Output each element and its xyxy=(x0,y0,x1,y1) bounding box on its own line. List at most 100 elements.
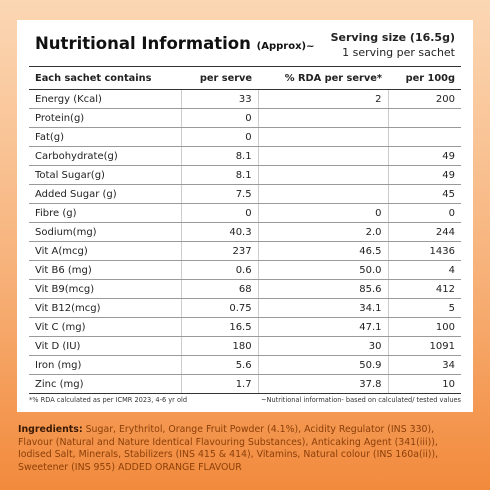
table-cell: Added Sugar (g) xyxy=(29,184,182,204)
table-cell: Vit B12(mcg) xyxy=(29,298,182,318)
approx: (Approx)~ xyxy=(256,41,315,52)
table-row: Fat(g) 0 xyxy=(29,127,461,147)
table-cell: 34.1 xyxy=(257,298,388,318)
table-cell: Vit B6 (mg) xyxy=(29,260,182,280)
table-cell: 10 xyxy=(387,374,461,394)
table-cell: 100 xyxy=(387,317,461,337)
table-cell: 5 xyxy=(387,298,461,318)
table-cell: 0 xyxy=(257,203,388,223)
table-cell: Vit D (IU) xyxy=(29,336,182,356)
table-cell: 47.1 xyxy=(257,317,388,337)
table-cell: 0.75 xyxy=(181,298,259,318)
table-row: Energy (Kcal) 33 2 200 xyxy=(29,89,461,109)
table-cell: 30 xyxy=(257,336,388,356)
table-cell: 68 xyxy=(181,279,259,299)
table-cell: Fat(g) xyxy=(29,127,182,147)
title-text: Nutritional Information xyxy=(35,34,251,53)
table-cell xyxy=(257,184,388,204)
table-cell: 33 xyxy=(181,89,259,109)
table-cell: 49 xyxy=(387,165,461,185)
table-cell: 244 xyxy=(387,222,461,242)
table-cell: Energy (Kcal) xyxy=(29,89,182,109)
table-cell: 5.6 xyxy=(181,355,259,375)
header-row: Each sachet contains per serve% RDA per s… xyxy=(29,66,461,90)
table-cell: 200 xyxy=(387,89,461,109)
table-cell: 34 xyxy=(387,355,461,375)
table-row: Fibre (g) 0 0 0 xyxy=(29,203,461,223)
table-row: Vit D (IU) 180 30 1091 xyxy=(29,336,461,356)
table-row: Vit B9(mcg) 68 85.6 412 xyxy=(29,279,461,299)
table-cell: 412 xyxy=(387,279,461,299)
table-cell: Iron (mg) xyxy=(29,355,182,375)
table-cell: 50.0 xyxy=(257,260,388,280)
footnote: ~Nutritional information- based on calcu… xyxy=(261,396,461,404)
serving-size: Serving size (16.5g) xyxy=(330,31,455,44)
ingredients-text: Sugar, Erythritol, Orange Fruit Powder (… xyxy=(18,424,439,473)
table-cell: 0 xyxy=(181,203,259,223)
table-row: Protein(g) 0 xyxy=(29,108,461,128)
table-row: Vit A(mcg) 237 46.5 1436 xyxy=(29,241,461,261)
title: Nutritional Information (Approx)~ xyxy=(35,34,314,53)
table-row: Total Sugar(g) 8.1 49 xyxy=(29,165,461,185)
column-header: % RDA per serve* xyxy=(258,66,388,90)
ingredients: Ingredients: Sugar, Erythritol, Orange F… xyxy=(18,424,470,474)
table-cell: 45 xyxy=(387,184,461,204)
nutrition-table: Each sachet contains per serve% RDA per s… xyxy=(29,66,461,394)
table-row: Zinc (mg) 1.7 37.8 10 xyxy=(29,374,461,394)
table-cell: Vit C (mg) xyxy=(29,317,182,337)
table-cell: 16.5 xyxy=(181,317,259,337)
table-cell: 49 xyxy=(387,146,461,166)
servings: 1 serving per sachet xyxy=(342,46,455,59)
nutrition-card: Nutritional Information (Approx)~ Servin… xyxy=(17,20,473,412)
table-cell: 1.7 xyxy=(181,374,259,394)
table-cell xyxy=(257,165,388,185)
ingredients-label: Ingredients: xyxy=(18,424,83,435)
table-cell xyxy=(257,146,388,166)
table-cell: 85.6 xyxy=(257,279,388,299)
table-cell: Total Sugar(g) xyxy=(29,165,182,185)
table-cell: 4 xyxy=(387,260,461,280)
table-cell: Protein(g) xyxy=(29,108,182,128)
footnote: *% RDA calculated as per ICMR 2023, 4-6 … xyxy=(29,396,188,404)
table-cell: Carbohydrate(g) xyxy=(29,146,182,166)
table-cell: 0 xyxy=(181,108,259,128)
table-cell: 50.9 xyxy=(257,355,388,375)
table-cell: 8.1 xyxy=(181,146,259,166)
column-header: per serve xyxy=(181,66,259,90)
table-cell: 0 xyxy=(387,203,461,223)
table-row: Vit B6 (mg) 0.6 50.0 4 xyxy=(29,260,461,280)
column-header: Each sachet contains xyxy=(29,66,182,90)
table-row: Vit B12(mcg) 0.75 34.1 5 xyxy=(29,298,461,318)
table-cell: 2 xyxy=(257,89,388,109)
table-cell: 7.5 xyxy=(181,184,259,204)
table-cell xyxy=(387,127,461,147)
table-row: Carbohydrate(g) 8.1 49 xyxy=(29,146,461,166)
table-row: Sodium(mg) 40.3 2.0 244 xyxy=(29,222,461,242)
table-cell: 0.6 xyxy=(181,260,259,280)
table-cell: Sodium(mg) xyxy=(29,222,182,242)
footnotes: *% RDA calculated as per ICMR 2023, 4-6 … xyxy=(29,396,461,404)
table-cell: 180 xyxy=(181,336,259,356)
table-cell: Vit B9(mcg) xyxy=(29,279,182,299)
table-cell xyxy=(387,108,461,128)
table-cell: Vit A(mcg) xyxy=(29,241,182,261)
table-cell xyxy=(257,127,388,147)
table-row: Iron (mg) 5.6 50.9 34 xyxy=(29,355,461,375)
column-header: per 100g xyxy=(388,66,461,90)
table-cell: 46.5 xyxy=(257,241,388,261)
table-cell: Fibre (g) xyxy=(29,203,182,223)
table-row: Vit C (mg) 16.5 47.1 100 xyxy=(29,317,461,337)
table-cell: 2.0 xyxy=(257,222,388,242)
table-cell: Zinc (mg) xyxy=(29,374,182,394)
table-cell: 37.8 xyxy=(257,374,388,394)
table-cell xyxy=(257,108,388,128)
table-cell: 40.3 xyxy=(181,222,259,242)
table-row: Added Sugar (g) 7.5 45 xyxy=(29,184,461,204)
table-cell: 1436 xyxy=(387,241,461,261)
table-cell: 0 xyxy=(181,127,259,147)
table-cell: 237 xyxy=(181,241,259,261)
table-cell: 8.1 xyxy=(181,165,259,185)
table-cell: 1091 xyxy=(387,336,461,356)
serving-info: Serving size (16.5g) 1 serving per sache… xyxy=(331,30,455,60)
